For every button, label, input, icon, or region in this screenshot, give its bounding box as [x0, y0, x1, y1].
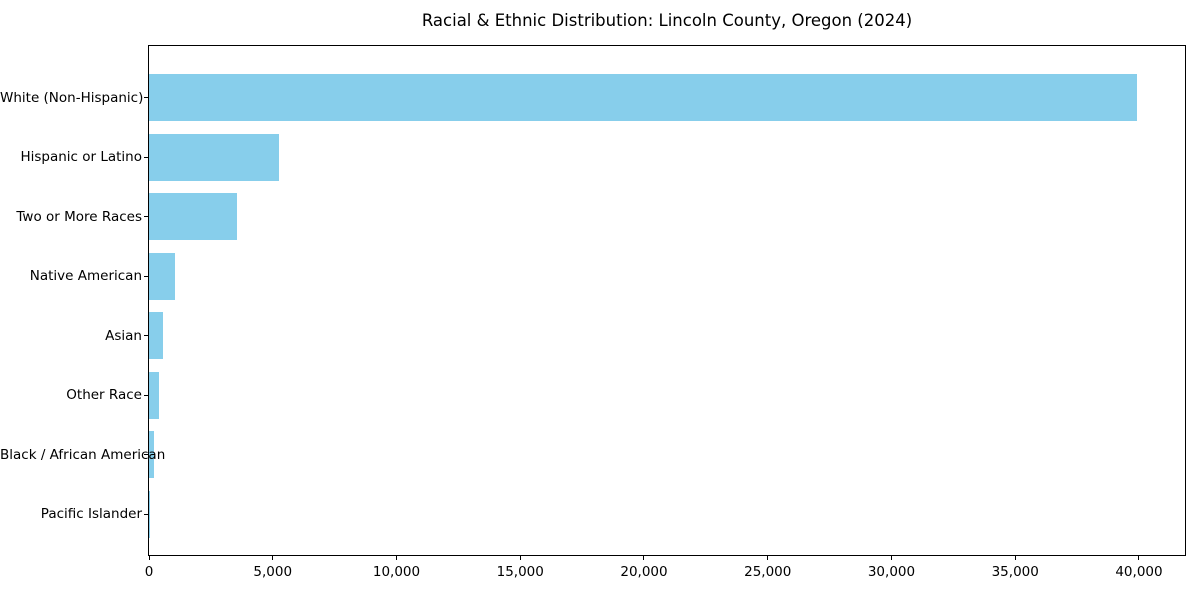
bar-two-or-more-races	[149, 193, 237, 240]
xtick-label-10,000: 10,000	[372, 564, 421, 580]
xtick-label-30,000: 30,000	[867, 564, 916, 580]
xtick-label-5,000: 5,000	[253, 564, 293, 580]
ytick-mark-white-non-hispanic	[144, 97, 148, 98]
plot-area	[148, 45, 1186, 556]
xtick-mark-0	[148, 556, 150, 560]
xtick-mark-25,000	[767, 556, 769, 560]
xtick-mark-5,000	[272, 556, 274, 560]
ytick-label-black-african-american: Black / African American	[0, 446, 166, 463]
xtick-label-40,000: 40,000	[1115, 564, 1163, 580]
ytick-mark-other-race	[144, 394, 148, 396]
ytick-label-hispanic-or-latino: Hispanic or Latino	[20, 149, 142, 165]
bar-pacific-islander	[149, 490, 151, 538]
bar-asian	[149, 312, 163, 359]
ytick-label-white-non-hispanic: White (Non-Hispanic)	[0, 89, 144, 106]
xtick-label-0: 0	[144, 564, 154, 580]
ytick-label-native-american: Native American	[29, 268, 142, 284]
xtick-label-15,000: 15,000	[496, 564, 544, 580]
chart-title: Racial & Ethnic Distribution: Lincoln Co…	[421, 11, 913, 30]
ytick-label-asian: Asian	[105, 327, 142, 344]
xtick-label-35,000: 35,000	[991, 564, 1039, 580]
xtick-mark-10,000	[395, 556, 397, 560]
xtick-mark-30,000	[890, 556, 892, 560]
xtick-mark-40,000	[1138, 556, 1140, 560]
bar-native-american	[149, 252, 175, 300]
xtick-label-20,000: 20,000	[620, 564, 668, 580]
ytick-mark-hispanic-or-latino	[144, 156, 148, 158]
xtick-mark-35,000	[1014, 556, 1016, 560]
xtick-mark-15,000	[519, 556, 521, 560]
bar-other-race	[149, 371, 159, 419]
ytick-mark-asian	[144, 335, 148, 336]
ytick-label-pacific-islander: Pacific Islander	[40, 506, 142, 522]
ytick-mark-pacific-islander	[144, 513, 148, 515]
bar-white-non-hispanic	[149, 74, 1137, 121]
ytick-label-two-or-more-races: Two or More Races	[16, 208, 142, 225]
ytick-mark-black-african-american	[144, 454, 148, 455]
bar-black-african-american	[149, 431, 154, 478]
ytick-mark-native-american	[144, 275, 148, 277]
ytick-label-other-race: Other Race	[66, 387, 142, 403]
bar-hispanic-or-latino	[149, 133, 279, 181]
ytick-mark-two-or-more-races	[144, 216, 148, 217]
xtick-label-25,000: 25,000	[744, 564, 792, 580]
xtick-mark-20,000	[643, 556, 645, 560]
